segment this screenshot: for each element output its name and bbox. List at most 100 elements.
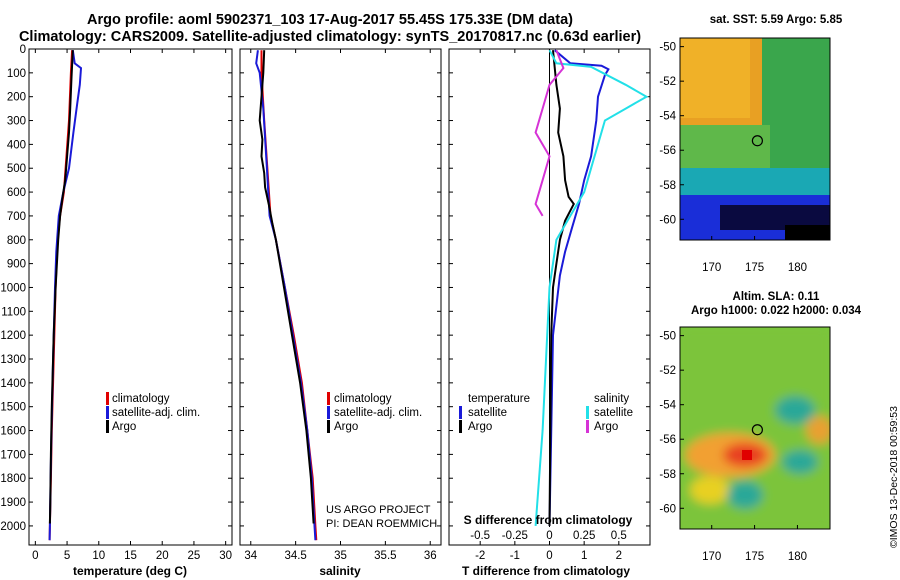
- series-temperature-argo: [548, 50, 575, 526]
- x-tick-label: 2: [616, 550, 622, 562]
- difference-legend: temperature satellite Argo salinity sate…: [459, 393, 633, 433]
- legend-salinity-title: salinity: [594, 393, 629, 405]
- map-axis-ticks: 170 175 180 -50 -52 -54 -56 -58 -60 170 175 180 -50 -…: [659, 42, 807, 563]
- depth-tick-label: 1500: [0, 402, 26, 414]
- depth-tick-label: 800: [7, 235, 26, 247]
- x-tick-label: 36: [424, 550, 437, 562]
- map-y-tick-label: -50: [659, 331, 676, 343]
- x-tick-label: 34: [244, 550, 257, 562]
- depth-tick-label: 1300: [0, 354, 26, 366]
- legend-t-argo: Argo: [468, 421, 492, 433]
- s-tick-label: 0.25: [573, 530, 595, 542]
- salinity-legend: climatology satellite-adj. clim. Argo: [327, 392, 422, 433]
- legend-s-argo: Argo: [594, 421, 618, 433]
- depth-tick-label: 1100: [1, 306, 26, 318]
- x-tick-label: 1: [581, 550, 587, 562]
- map-x-tick-label: 180: [788, 262, 807, 274]
- map-y-tick-label: -50: [659, 42, 676, 54]
- legend-t-satellite-swatch: [459, 406, 462, 419]
- temperature-panel: [28, 48, 233, 546]
- title-line-1: Argo profile: aoml 5902371_103 17-Aug-20…: [87, 12, 573, 28]
- legend-climatology: climatology: [112, 393, 170, 405]
- map-x-tick-label: 170: [702, 551, 721, 563]
- map-x-tick-label: 175: [745, 262, 764, 274]
- depth-tick-label: 1700: [0, 449, 26, 461]
- sst-warmer-region: [680, 38, 750, 118]
- depth-tick-label: 1200: [0, 330, 26, 342]
- sla-map-field: [680, 327, 830, 529]
- sla-yellow-patch: [690, 476, 730, 504]
- sla-red-block: [742, 450, 752, 460]
- legend-argo: Argo: [112, 421, 136, 433]
- legend-climatology: climatology: [334, 393, 392, 405]
- legend-satellite: satellite-adj. clim.: [112, 407, 200, 419]
- legend-s-satellite-swatch: [586, 406, 589, 419]
- x-tick-label: 5: [64, 550, 70, 562]
- x-tick-label: 35: [334, 550, 347, 562]
- depth-tick-label: 100: [7, 68, 26, 80]
- map-y-tick-label: -58: [659, 469, 676, 481]
- x-tick-label: 0: [32, 550, 38, 562]
- x-tick-label: 34.5: [284, 550, 306, 562]
- legend-satellite: satellite-adj. clim.: [334, 407, 422, 419]
- map-y-tick-label: -56: [659, 434, 676, 446]
- depth-tick-label: 1900: [0, 497, 26, 509]
- sla-argo-marker: [751, 424, 764, 436]
- temperature-legend: climatology satellite-adj. clim. Argo: [106, 392, 200, 433]
- depth-tick-label: 900: [7, 259, 26, 271]
- x-tick-label: 15: [124, 550, 137, 562]
- depth-tick-label: 0: [20, 44, 26, 56]
- salinity-panel: [239, 48, 442, 546]
- s-tick-label: 0: [546, 530, 552, 542]
- x-tick-label: 0: [546, 550, 552, 562]
- legend-t-satellite: satellite: [468, 407, 507, 419]
- legend-climatology-swatch: [106, 392, 109, 405]
- legend-s-satellite: satellite: [594, 407, 633, 419]
- depth-tick-label: 700: [7, 211, 26, 223]
- legend-t-argo-swatch: [459, 420, 462, 433]
- x-tick-label: -2: [475, 550, 485, 562]
- series-lines: [48, 49, 649, 541]
- sla-teal-patch-2: [782, 450, 818, 474]
- legend-satellite-swatch: [106, 406, 109, 419]
- map-y-tick-label: -52: [659, 76, 676, 88]
- map-y-tick-label: -52: [659, 365, 676, 377]
- map-y-tick-label: -58: [659, 180, 676, 192]
- map-x-tick-label: 180: [788, 551, 807, 563]
- x-tick-label: 25: [188, 550, 201, 562]
- timestamp-stamp: ©IMOS 13-Dec-2018 00:59:53: [888, 406, 900, 548]
- sst-green-east: [762, 38, 830, 168]
- map-y-tick-label: -54: [659, 400, 676, 412]
- sla-map-title-1: Altim. SLA: 0.11: [732, 291, 820, 303]
- depth-tick-label: 1000: [0, 282, 26, 294]
- s-tick-label: 0.5: [611, 530, 627, 542]
- x-tick-label: 35.5: [374, 550, 396, 562]
- depth-tick-label: 500: [7, 163, 26, 175]
- sst-argo-marker: [751, 135, 764, 147]
- sla-teal-patch-1: [775, 396, 815, 424]
- series-temperature-satellite: [548, 49, 610, 526]
- sst-map-field: [680, 38, 830, 240]
- depth-tick-label: 300: [7, 116, 26, 128]
- depth-tick-label: 400: [7, 139, 26, 151]
- sst-green-mid: [680, 125, 770, 170]
- legend-satellite-swatch: [327, 406, 330, 419]
- x-tick-label: 20: [156, 550, 169, 562]
- x-tick-label: 30: [219, 550, 232, 562]
- sst-black-patch: [785, 225, 830, 240]
- x-tick-label: -1: [510, 550, 520, 562]
- s-difference-label: S difference from climatology: [464, 513, 633, 527]
- s-tick-label: -0.25: [502, 530, 528, 542]
- s-tick-label: -0.5: [470, 530, 490, 542]
- temperature-xlabel: temperature (deg C): [73, 564, 187, 578]
- sst-map-title: sat. SST: 5.59 Argo: 5.85: [709, 14, 843, 26]
- depth-tick-label: 2000: [0, 521, 26, 533]
- depth-tick-label: 1400: [0, 378, 26, 390]
- sla-orange-east: [806, 416, 830, 444]
- difference-xlabel: T difference from climatology: [462, 564, 630, 578]
- map-y-tick-label: -56: [659, 145, 676, 157]
- axis-ticks: 0100200300400500600700800900100011001200…: [0, 44, 650, 562]
- credit-line-2: PI: DEAN ROEMMICH: [326, 518, 438, 530]
- map-y-tick-label: -60: [659, 214, 676, 226]
